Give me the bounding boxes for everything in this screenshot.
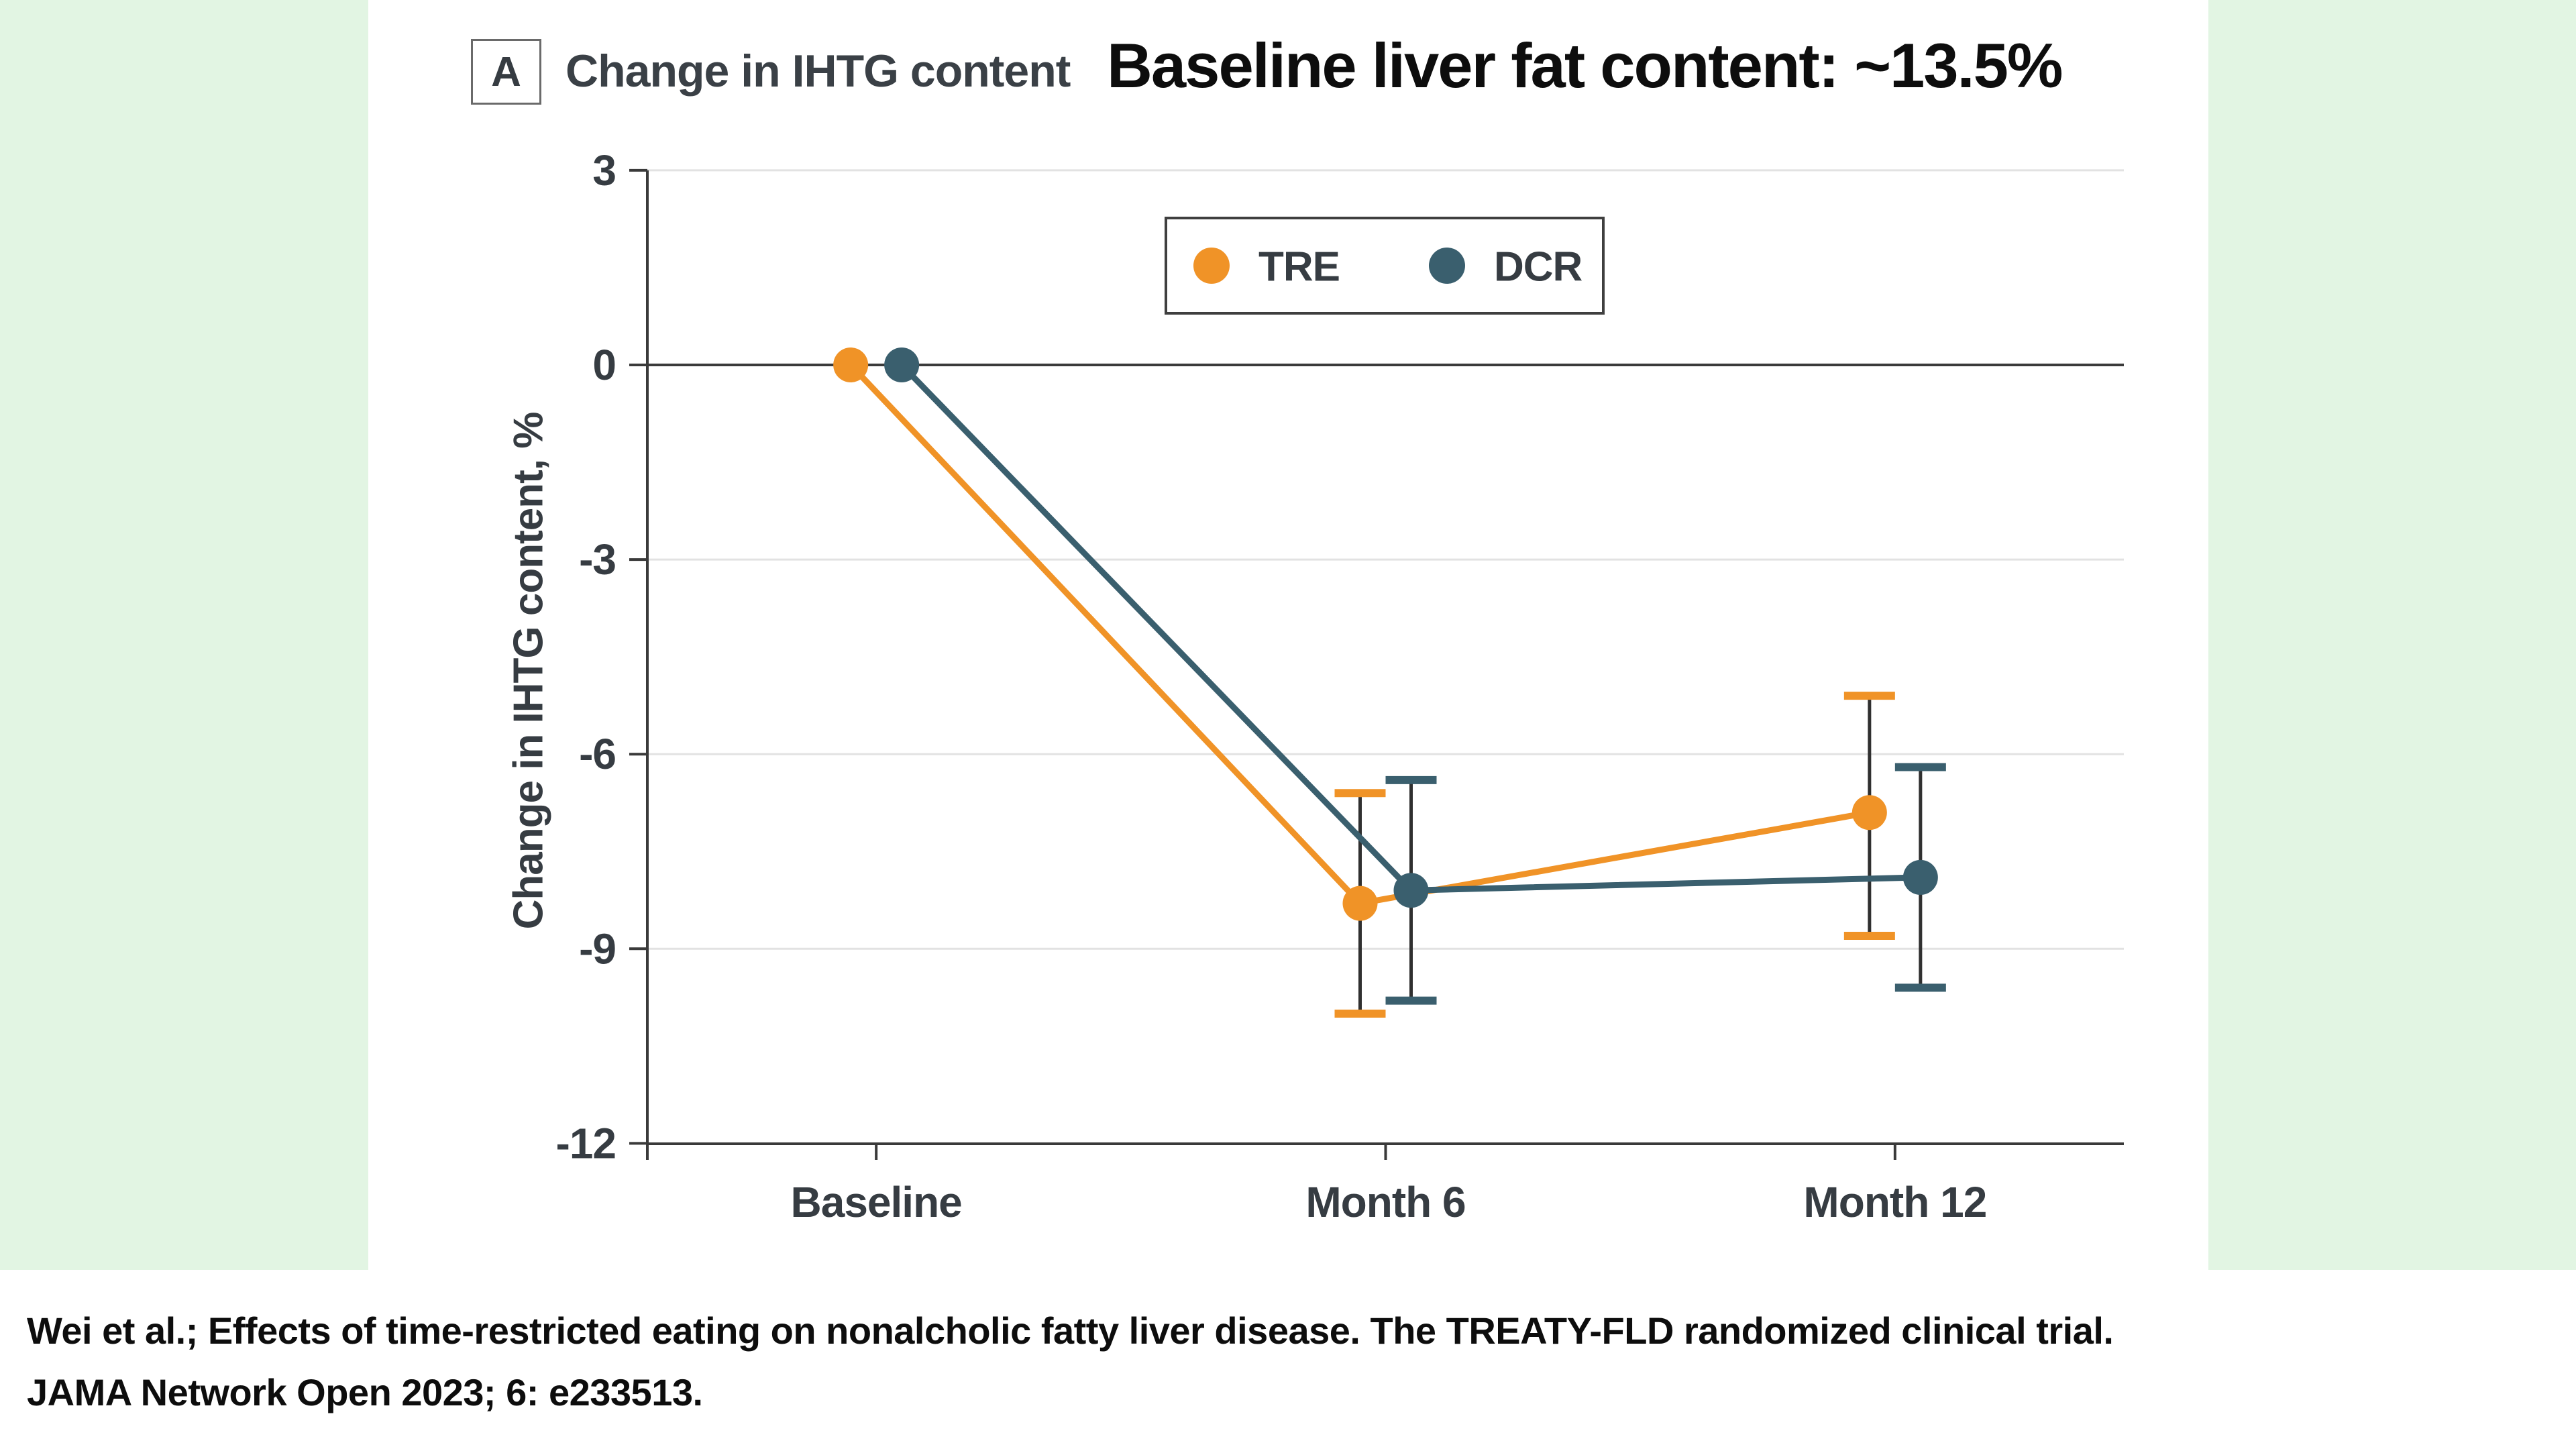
citation: Wei et al.; Effects of time-restricted e… xyxy=(27,1300,2563,1424)
x-tick-label: Baseline xyxy=(791,1178,962,1226)
page-title: Baseline liver fat content: ~13.5% xyxy=(1107,30,2063,101)
x-tick-label: Month 6 xyxy=(1305,1178,1465,1226)
legend-dot-tre xyxy=(1193,248,1230,284)
x-tick-label: Month 12 xyxy=(1803,1178,1986,1226)
data-point-dcr xyxy=(884,347,920,382)
citation-line-2: JAMA Network Open 2023; 6: e233513. xyxy=(27,1371,703,1413)
y-tick-label: 0 xyxy=(592,341,616,389)
panel-label: A xyxy=(491,48,521,95)
y-tick-label: -3 xyxy=(579,535,616,584)
citation-line-1: Wei et al.; Effects of time-restricted e… xyxy=(27,1309,2114,1352)
chart-panel xyxy=(368,0,2208,1270)
legend-label-tre: TRE xyxy=(1258,244,1340,290)
data-point-dcr xyxy=(1393,873,1429,908)
panel-label-box: A xyxy=(471,39,541,105)
panel-title: Change in IHTG content xyxy=(566,46,1071,97)
data-point-tre xyxy=(1851,795,1887,830)
legend-label-dcr: DCR xyxy=(1494,244,1582,290)
legend-box xyxy=(1165,217,1605,315)
y-axis-title: Change in IHTG content, % xyxy=(506,413,552,930)
data-point-tre xyxy=(833,347,869,382)
data-point-dcr xyxy=(1902,859,1938,895)
data-point-tre xyxy=(1342,885,1378,921)
legend-dot-dcr xyxy=(1429,248,1465,284)
y-tick-label: -12 xyxy=(556,1119,616,1167)
y-tick-label: -6 xyxy=(579,730,616,778)
y-tick-label: -9 xyxy=(579,924,616,973)
y-tick-label: 3 xyxy=(592,146,616,195)
